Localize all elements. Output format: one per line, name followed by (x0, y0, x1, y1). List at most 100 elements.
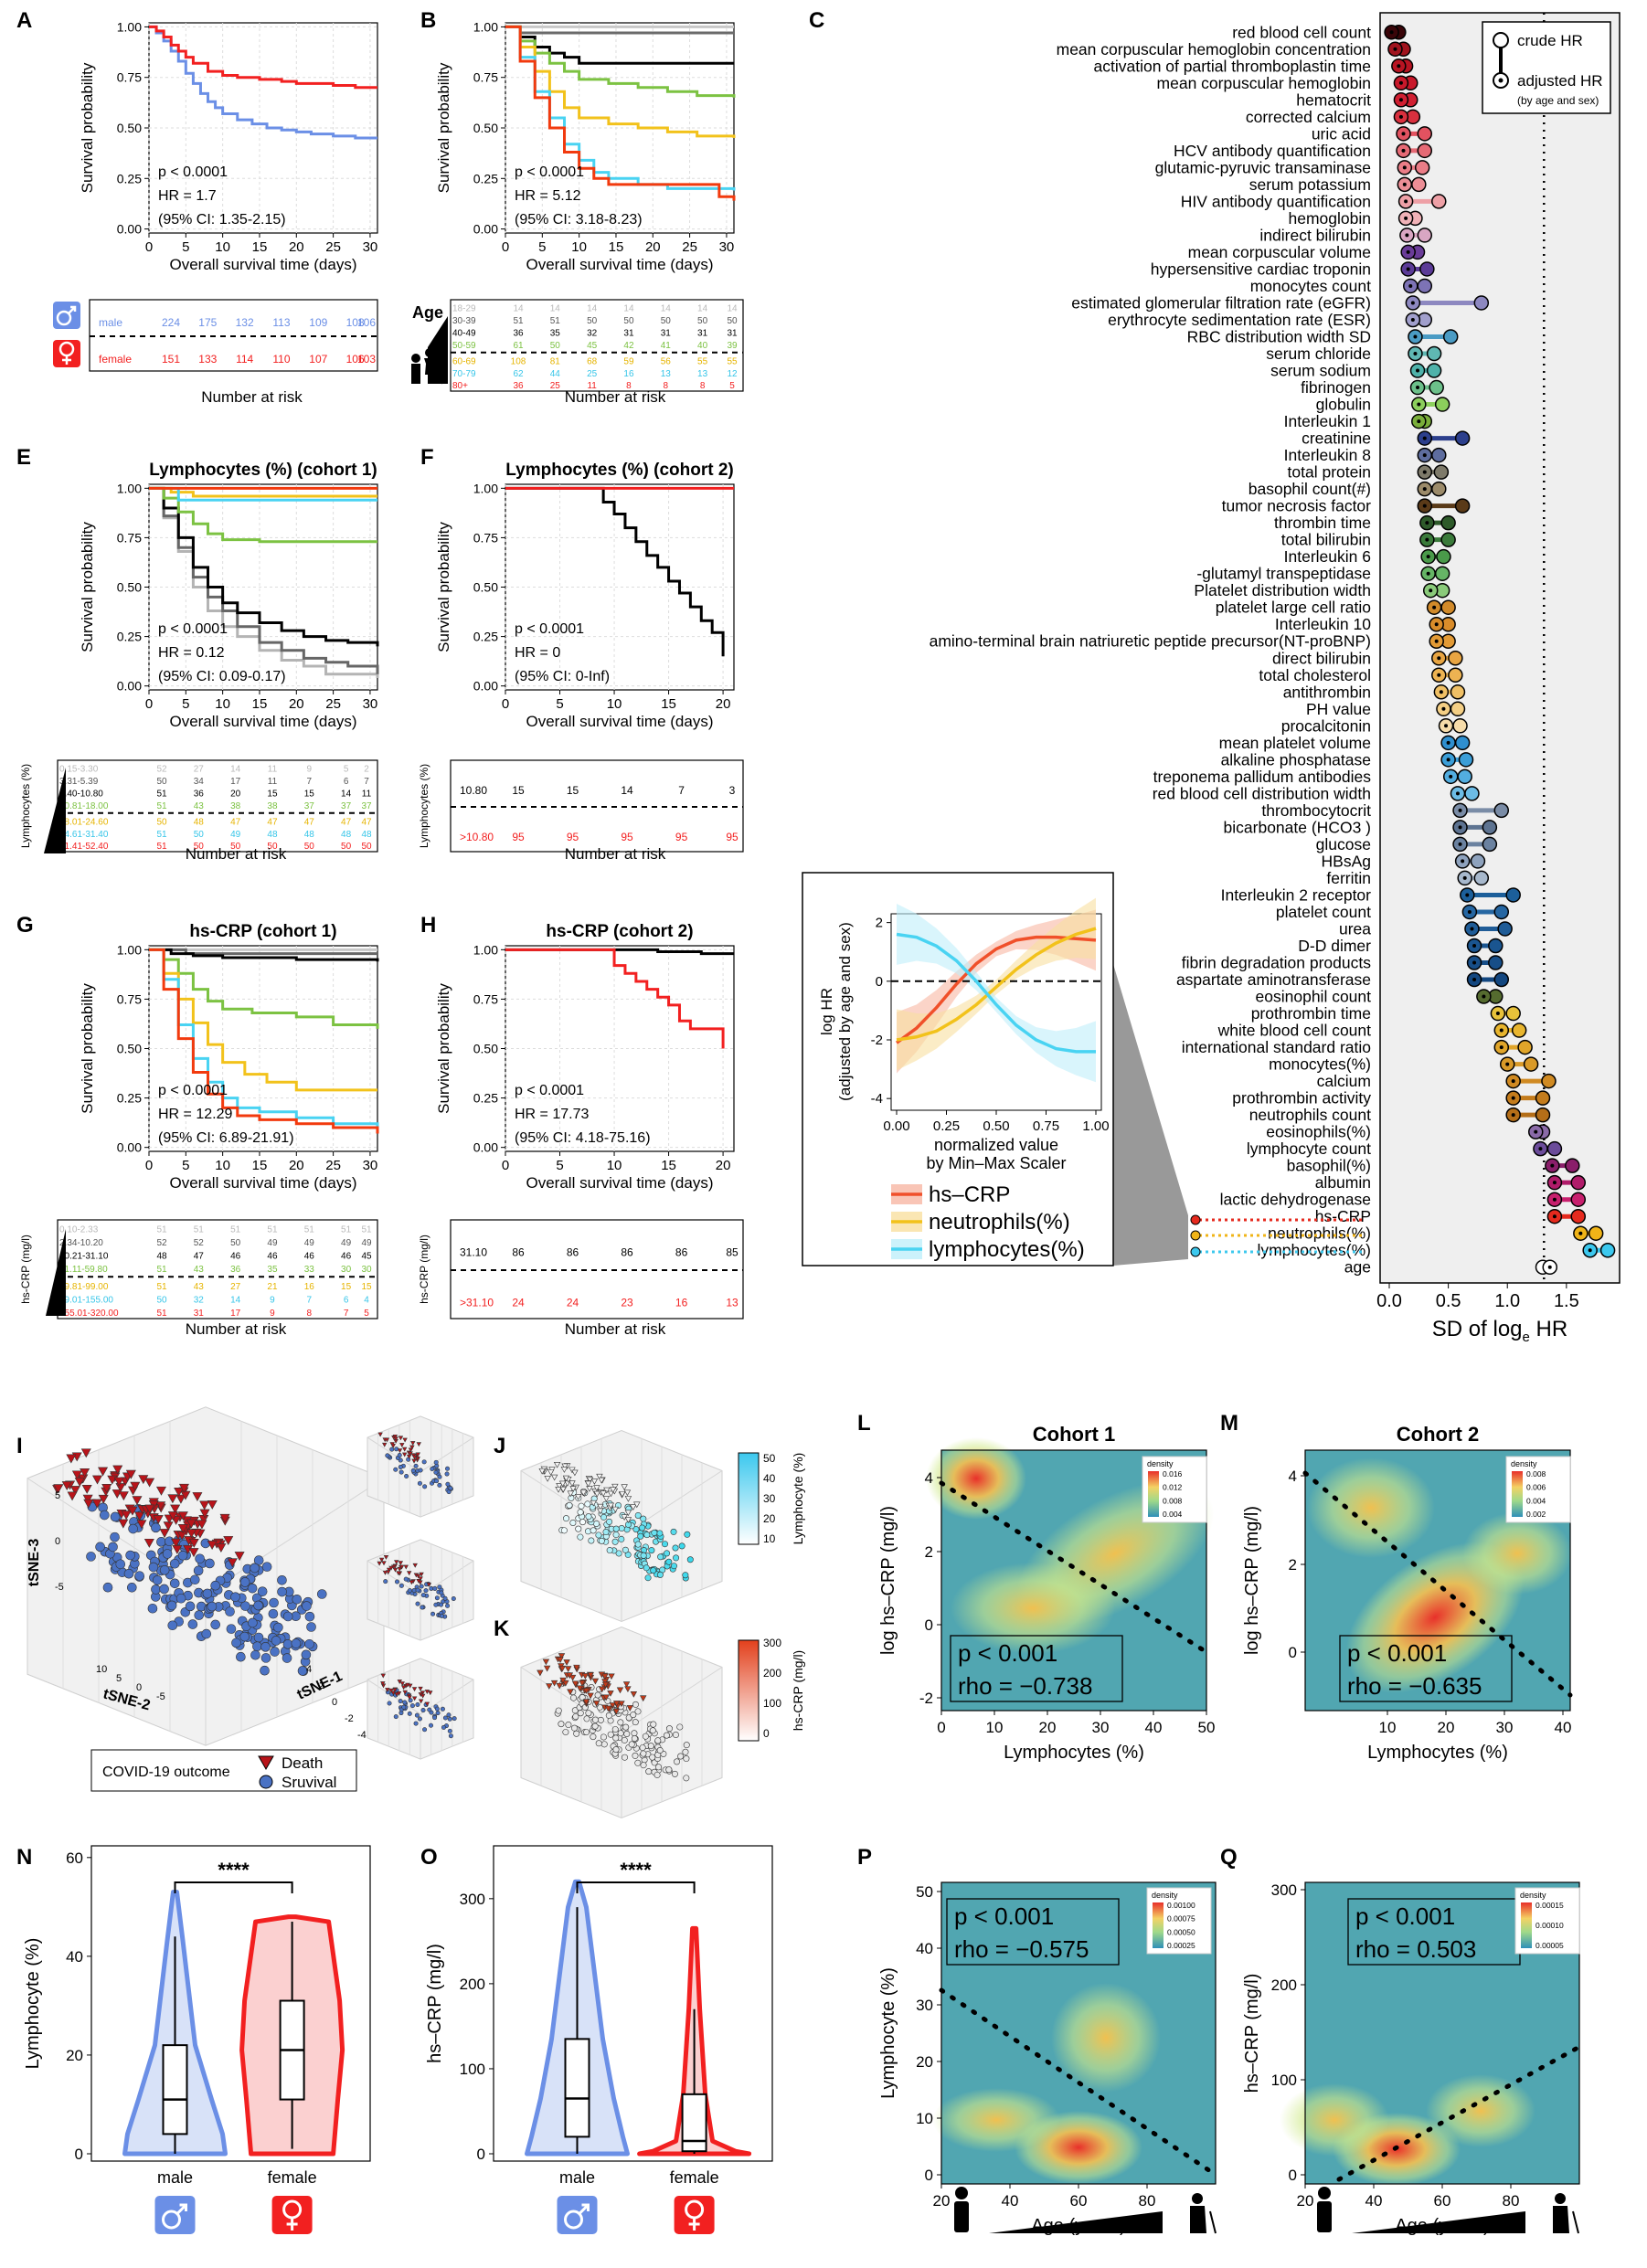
survival-point (595, 1740, 602, 1747)
symbol-ring (162, 2210, 181, 2230)
death-point (411, 1455, 418, 1460)
survival-point (187, 1619, 198, 1629)
x-tick-label: 0 (502, 1158, 509, 1173)
risk-value: 14 (550, 304, 561, 314)
density-plot-m: 10 20 30 40 0 2 4 Lymphocytes (%) log hs–CRP (mg… (1242, 1423, 1573, 1763)
panel-label-o: O (420, 1845, 438, 1870)
x-tick-label: 10 (215, 239, 230, 255)
forest-row-label: creatinine (1302, 429, 1371, 448)
risk-value: 51 (156, 790, 167, 800)
forest-row-label: uric acid (1312, 124, 1371, 143)
risk-value: 108 (346, 316, 365, 329)
survival-point (385, 1453, 390, 1458)
risk-value: 50 (550, 341, 561, 351)
risk-value: 14 (341, 790, 352, 800)
y-tick-label: 0.00 (117, 679, 142, 694)
crude-hr-point (1570, 1192, 1587, 1207)
survival-point (683, 1755, 690, 1763)
density-legend-tick: 0.00005 (1535, 1941, 1564, 1950)
death-point (101, 1484, 112, 1493)
death-point (579, 1489, 588, 1497)
death-point (207, 1500, 218, 1510)
survival-point (583, 1729, 590, 1736)
risk-value: 51 (156, 801, 167, 811)
panel-label-i: I (16, 1434, 23, 1458)
forest-row-label: lymphocyte count (1247, 1139, 1371, 1158)
risk-value: 95 (726, 831, 738, 843)
survival-curve-5.40-10.80 (149, 486, 379, 647)
survival-point (427, 1707, 432, 1712)
crude-hr-point (1452, 718, 1468, 734)
crude-hr-point (1511, 1023, 1527, 1038)
person-body (1317, 2201, 1332, 2232)
risk-axis-label: Lymphocytes (%) (19, 764, 32, 848)
risk-value: 36 (513, 381, 524, 391)
risk-value: 9 (307, 765, 313, 775)
adjusted-hr-dot (1425, 521, 1429, 525)
adjusted-hr-dot (1422, 487, 1427, 492)
death-point (604, 1705, 612, 1712)
death-point (53, 1484, 64, 1494)
crude-hr-point (1541, 1073, 1557, 1089)
age-wedge (989, 2211, 1163, 2233)
cube-edge (420, 1436, 474, 1473)
risk-value: 39 (727, 341, 738, 351)
death-point (562, 1475, 570, 1482)
colorbar-tick: 300 (763, 1637, 781, 1649)
x-tick-label: 15 (661, 1158, 676, 1173)
adjusted-hr-dot (1511, 1113, 1515, 1118)
y-tick-label: 4 (925, 1469, 933, 1487)
x-tick: 0 (332, 1697, 337, 1708)
risk-value: 6 (344, 1295, 349, 1305)
stat-text: (95% CI: 3.18-8.23) (515, 212, 643, 228)
risk-value: 7 (678, 784, 685, 797)
forest-row-label: PH value (1306, 700, 1371, 718)
survival-point (260, 1642, 271, 1652)
panel-label-m: M (1220, 1411, 1238, 1436)
y-tick-label: 60 (66, 1849, 83, 1867)
death-point (134, 1511, 145, 1521)
survival-point (665, 1558, 673, 1565)
y-tick-label: 0.25 (473, 630, 498, 644)
confidence-band-2 (897, 904, 1096, 1083)
survival-point (250, 1649, 260, 1660)
risk-value: 50 (304, 842, 315, 852)
legend-adjusted-note: (by age and sex) (1517, 94, 1599, 107)
risk-value: 7 (307, 1295, 313, 1305)
adjusted-hr-dot (1446, 740, 1450, 745)
survival-point (394, 1579, 399, 1584)
death-point (394, 1560, 399, 1565)
risk-row-label: 50-59 (452, 341, 476, 351)
stat-text: (95% CI: 0-Inf) (515, 669, 610, 684)
panel-label-l: L (857, 1411, 871, 1436)
forest-row-label: thrombin time (1274, 514, 1371, 532)
adjusted-hr-dot (1404, 216, 1408, 220)
symbol-arrow (176, 2203, 187, 2215)
stat-text: rho = −0.635 (1347, 1672, 1482, 1700)
survival-point (598, 1537, 605, 1544)
symbol-ring (564, 2210, 583, 2230)
survival-point (634, 1511, 642, 1519)
forest-row-label: RBC distribution width SD (1187, 328, 1371, 346)
death-point (603, 1487, 611, 1494)
survival-point (301, 1649, 312, 1660)
y-axis-label: Survival probability (79, 522, 96, 652)
adjusted-hr-dot (1416, 368, 1420, 373)
survival-point (662, 1541, 669, 1548)
density-legend-tick: 0.00050 (1167, 1927, 1195, 1936)
survival-point (634, 1541, 642, 1548)
death-point (416, 1442, 421, 1447)
survival-point (654, 1737, 662, 1744)
death-point (601, 1681, 610, 1689)
survival-point (437, 1474, 442, 1479)
risk-table-frame (57, 1219, 378, 1319)
iqr-box (162, 2044, 188, 2136)
death-point (170, 1538, 181, 1548)
death-point (550, 1474, 558, 1481)
survival-point (632, 1752, 639, 1759)
y-tick-label: 1.00 (117, 19, 142, 34)
survival-point (210, 1580, 220, 1591)
crude-hr-point (1434, 566, 1450, 581)
death-point (409, 1580, 415, 1585)
